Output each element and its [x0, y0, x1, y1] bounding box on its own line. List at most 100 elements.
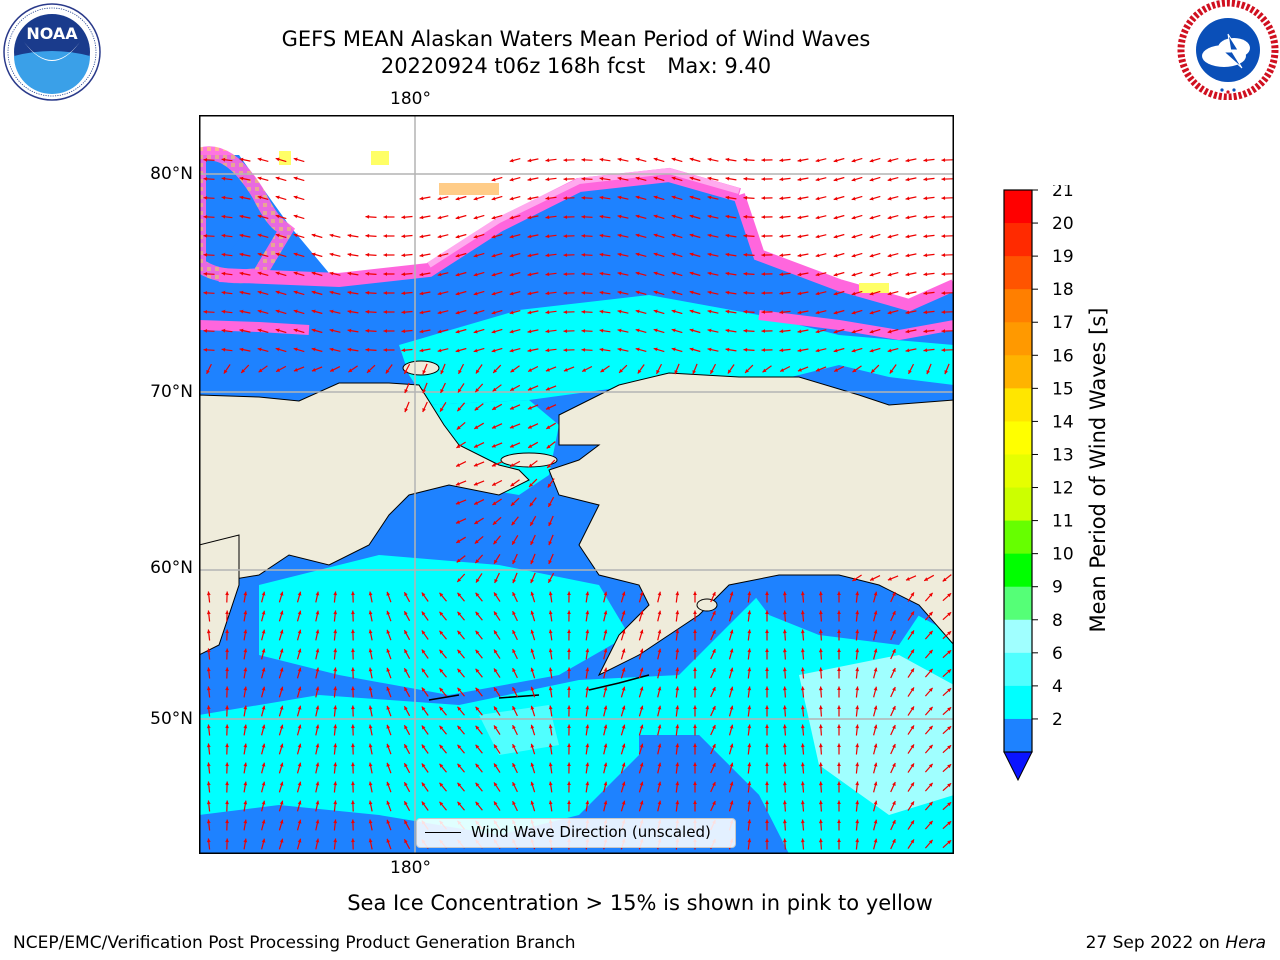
- wind-wave-arrowhead: [639, 667, 644, 672]
- wind-wave-arrowhead: [923, 310, 928, 315]
- wind-wave-arrowhead: [330, 368, 335, 372]
- wind-wave-arrowhead: [239, 328, 244, 333]
- wind-wave-arrowhead: [492, 387, 497, 392]
- wind-wave-arrowhead: [548, 578, 552, 583]
- wind-wave-arrowhead: [225, 648, 229, 653]
- wind-wave-arrowhead: [815, 234, 820, 239]
- wind-wave-arrowhead: [693, 762, 697, 766]
- wind-wave-arrowhead: [635, 176, 640, 181]
- wind-wave-arrowhead: [892, 782, 896, 786]
- wind-wave-arrowhead: [439, 668, 444, 673]
- wind-wave-arrowhead: [439, 725, 444, 730]
- colorbar-block: [1004, 355, 1032, 389]
- wind-wave-arrowhead: [851, 234, 856, 239]
- wind-wave-arrowhead: [530, 705, 535, 710]
- wind-wave-arrowhead: [510, 444, 514, 448]
- wind-wave-arrowhead: [797, 234, 802, 239]
- wind-wave-arrowhead: [386, 667, 391, 672]
- wind-wave-arrowhead: [693, 629, 697, 633]
- wind-wave-arrowhead: [779, 348, 784, 353]
- wind-wave-arrowhead: [621, 705, 626, 710]
- wind-wave-arrowhead: [475, 649, 480, 654]
- wind-wave-arrowhead: [491, 291, 496, 296]
- wind-wave-arrowhead: [311, 309, 316, 314]
- lat-label-50: 50°N: [150, 709, 193, 729]
- wind-wave-arrowhead: [923, 253, 928, 258]
- wind-wave-arrowhead: [837, 610, 841, 614]
- wind-wave-arrowhead: [530, 781, 535, 786]
- colorbar-tick-label: 18: [1052, 280, 1074, 300]
- wind-wave-arrowhead: [225, 781, 229, 786]
- wind-wave-arrowhead: [617, 347, 622, 352]
- wind-wave-arrowhead: [547, 464, 551, 468]
- wind-wave-arrowhead: [855, 705, 860, 710]
- wind-wave-arrowhead: [892, 592, 896, 596]
- wind-wave-arrowhead: [548, 705, 553, 710]
- wind-wave-arrowhead: [261, 743, 266, 748]
- colorbar-tick-label: 9: [1052, 578, 1063, 598]
- wind-wave-arrowhead: [639, 743, 644, 748]
- wind-wave-arrowhead: [225, 743, 229, 748]
- wind-wave-arrowhead: [599, 309, 604, 314]
- wind-wave-arrowhead: [800, 781, 805, 786]
- wind-wave-arrowhead: [834, 368, 839, 372]
- wind-wave-arrowhead: [456, 425, 461, 430]
- wind-wave-arrowhead: [401, 291, 406, 296]
- colorbar-block: [1004, 718, 1032, 753]
- wind-wave-arrowhead: [928, 611, 933, 616]
- wind-wave-arrowhead: [782, 819, 787, 824]
- wind-wave-arrowhead: [455, 272, 460, 277]
- wind-wave-arrowhead: [315, 610, 320, 615]
- wind-wave-arrowhead: [707, 271, 712, 276]
- wind-wave-arrowhead: [833, 234, 838, 239]
- wind-wave-arrowhead: [297, 667, 302, 672]
- wind-wave-arrowhead: [941, 215, 946, 219]
- wind-wave-arrowhead: [206, 629, 211, 634]
- wind-wave-arrowhead: [512, 560, 516, 564]
- wind-wave-arrowhead: [243, 648, 248, 653]
- map-panel: [199, 115, 954, 854]
- wind-wave-arrowhead: [297, 648, 302, 653]
- wind-wave-arrowhead: [928, 782, 933, 787]
- wind-wave-arrowhead: [279, 724, 284, 729]
- wind-wave-arrowhead: [439, 744, 444, 749]
- wind-wave-arrowhead: [351, 705, 355, 710]
- wind-wave-arrowhead: [311, 347, 316, 352]
- wind-wave-arrowhead: [297, 610, 302, 615]
- wind-wave-arrowhead: [315, 724, 320, 729]
- wind-wave-arrowhead: [635, 157, 640, 162]
- wind-wave-arrowhead: [494, 725, 498, 730]
- wind-wave-arrowhead: [657, 762, 662, 767]
- wind-wave-arrowhead: [333, 743, 338, 748]
- wind-wave-arrowhead: [493, 369, 497, 373]
- wind-wave-arrowhead: [747, 838, 752, 843]
- wind-wave-arrowhead: [797, 215, 802, 220]
- wind-wave-arrowhead: [528, 425, 532, 429]
- wind-wave-arrowhead: [779, 215, 784, 220]
- wind-wave-arrowhead: [892, 668, 896, 672]
- wind-wave-arrowhead: [386, 610, 391, 615]
- wind-wave-arrowhead: [511, 502, 515, 506]
- wind-wave-arrowhead: [239, 347, 244, 352]
- wind-wave-arrowhead: [869, 196, 874, 201]
- wind-wave-arrowhead: [765, 686, 769, 690]
- wind-wave-arrowhead: [257, 195, 262, 200]
- wind-wave-arrowhead: [765, 648, 769, 652]
- wind-wave-arrowhead: [621, 610, 626, 615]
- wind-wave-arrowhead: [512, 630, 516, 635]
- wind-wave-arrowhead: [689, 309, 694, 314]
- wind-wave-arrowhead: [528, 368, 533, 372]
- wind-wave-arrowhead: [492, 501, 497, 505]
- wind-wave-arrowhead: [869, 348, 874, 353]
- wind-wave-arrowhead: [297, 591, 302, 596]
- sea-ice-note: Sea Ice Concentration > 15% is shown in …: [347, 891, 933, 915]
- wind-wave-arrowhead: [206, 648, 211, 653]
- wind-wave-arrowhead: [689, 328, 694, 333]
- wind-wave-arrowhead: [457, 687, 462, 692]
- wind-wave-arrowhead: [653, 214, 658, 219]
- wind-wave-arrowhead: [548, 610, 553, 615]
- wind-wave-arrowhead: [707, 309, 712, 314]
- wind-wave-arrowhead: [855, 781, 860, 786]
- wind-wave-arrowhead: [725, 157, 730, 162]
- wind-wave-arrowhead: [404, 801, 408, 806]
